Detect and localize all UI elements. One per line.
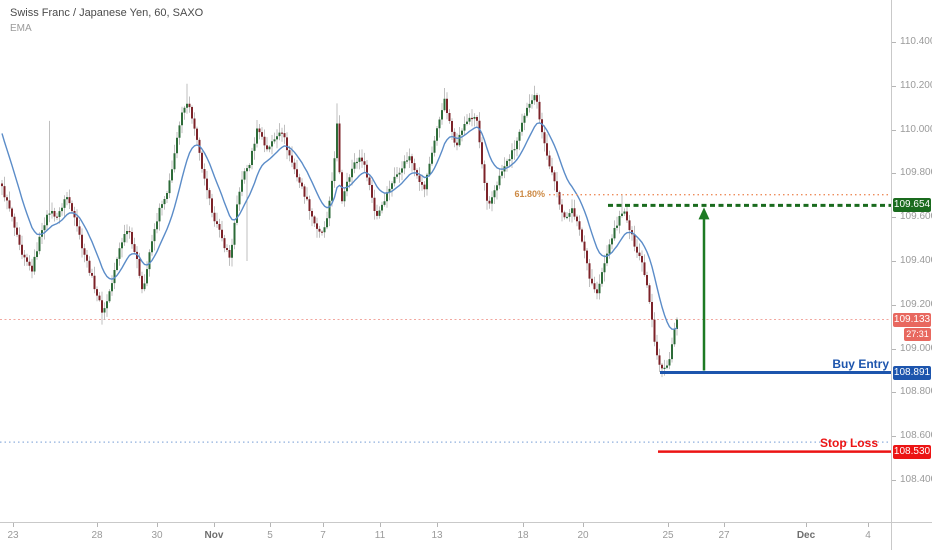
price-tick-mark xyxy=(892,261,896,262)
time-tick-label: 18 xyxy=(517,530,529,541)
price-tick-label: 109.600 xyxy=(900,211,932,222)
time-tick-label: 5 xyxy=(267,530,273,541)
price-tick-label: 109.000 xyxy=(900,343,932,354)
price-chart[interactable]: Swiss Franc / Japanese Yen, 60, SAXO EMA… xyxy=(0,0,891,522)
price-tick-mark xyxy=(892,173,896,174)
time-tick-label: 30 xyxy=(151,530,163,541)
chart-legend: Swiss Franc / Japanese Yen, 60, SAXO EMA xyxy=(10,6,203,36)
time-tick-mark xyxy=(806,523,807,527)
indicator-label: EMA xyxy=(10,23,32,34)
bar-countdown-tag: 27:31 xyxy=(904,328,931,341)
price-tick-label: 108.800 xyxy=(900,386,932,397)
time-tick-label: 20 xyxy=(577,530,589,541)
time-tick-mark xyxy=(97,523,98,527)
time-axis-border xyxy=(0,522,932,523)
time-tick-label: Dec xyxy=(796,530,816,541)
price-tick-mark xyxy=(892,130,896,131)
time-tick-mark xyxy=(13,523,14,527)
price-tick-mark xyxy=(892,480,896,481)
price-tick-label: 110.000 xyxy=(900,124,932,135)
chart-canvas[interactable] xyxy=(0,0,891,522)
time-tick-mark xyxy=(380,523,381,527)
current-price-tag: 109.133 xyxy=(893,313,931,327)
time-tick-label: 23 xyxy=(7,530,19,541)
price-tick-label: 108.400 xyxy=(900,474,932,485)
price-axis[interactable]: 109.654 109.133 27:31 108.891 108.530 11… xyxy=(892,0,932,522)
time-tick-label: 11 xyxy=(374,530,386,541)
price-tick-label: 108.600 xyxy=(900,430,932,441)
price-tick-mark xyxy=(892,217,896,218)
time-tick-mark xyxy=(668,523,669,527)
time-tick-label: 27 xyxy=(718,530,730,541)
ema-line xyxy=(1,122,678,330)
buy-entry-label[interactable]: Buy Entry xyxy=(832,357,889,371)
fib-level-label[interactable]: 61.80% xyxy=(514,189,545,199)
price-tick-label: 109.800 xyxy=(900,167,932,178)
buy-entry-price-tag: 108.891 xyxy=(893,366,931,380)
price-tick-mark xyxy=(892,349,896,350)
price-tick-mark xyxy=(892,305,896,306)
projection-arrow-head[interactable] xyxy=(698,207,710,220)
time-tick-mark xyxy=(323,523,324,527)
time-axis[interactable]: 23 28 30 Nov 5 7 11 13 18 20 25 27 Dec 4 xyxy=(0,523,891,550)
symbol-title: Swiss Franc / Japanese Yen, 60, SAXO xyxy=(10,7,204,19)
target-price-tag: 109.654 xyxy=(893,198,931,212)
time-tick-mark xyxy=(523,523,524,527)
stop-loss-label[interactable]: Stop Loss xyxy=(819,436,878,450)
time-tick-label: 7 xyxy=(320,530,326,541)
time-tick-mark xyxy=(157,523,158,527)
price-tick-mark xyxy=(892,42,896,43)
stop-loss-price-tag: 108.530 xyxy=(893,445,931,459)
price-tick-label: 110.400 xyxy=(900,36,932,47)
time-tick-mark xyxy=(868,523,869,527)
time-tick-label: 13 xyxy=(431,530,443,541)
price-axis-border xyxy=(891,0,892,550)
time-tick-mark xyxy=(214,523,215,527)
time-tick-mark xyxy=(724,523,725,527)
price-tick-mark xyxy=(892,392,896,393)
price-tick-label: 110.200 xyxy=(900,80,932,91)
price-tick-mark xyxy=(892,86,896,87)
price-tick-mark xyxy=(892,436,896,437)
price-tick-label: 109.200 xyxy=(900,299,932,310)
time-tick-label: 4 xyxy=(865,530,871,541)
time-tick-mark xyxy=(437,523,438,527)
time-tick-mark xyxy=(583,523,584,527)
time-tick-label: 25 xyxy=(662,530,674,541)
time-tick-label: Nov xyxy=(204,530,224,541)
time-tick-label: 28 xyxy=(91,530,103,541)
time-tick-mark xyxy=(270,523,271,527)
bear-candles xyxy=(1,95,663,369)
price-tick-label: 109.400 xyxy=(900,255,932,266)
